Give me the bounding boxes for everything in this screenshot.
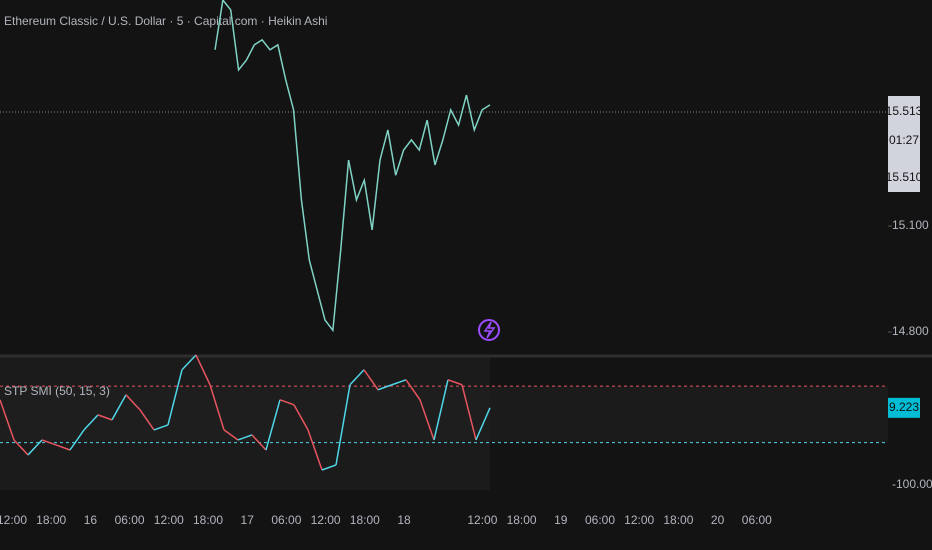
x-tick-label: 17 bbox=[241, 513, 255, 527]
oscillator-segment bbox=[0, 399, 15, 441]
oscillator-segment bbox=[279, 399, 295, 406]
chart-title: Ethereum Classic / U.S. Dollar · 5 · Cap… bbox=[4, 14, 327, 28]
oscillator-segment bbox=[13, 439, 29, 456]
y-tick-label: -100.000 bbox=[892, 477, 932, 491]
icon-bolt bbox=[483, 321, 496, 339]
oscillator-segment bbox=[419, 399, 435, 441]
oscillator-segment bbox=[251, 434, 267, 451]
oscillator-segment bbox=[83, 414, 99, 431]
last-value-box bbox=[888, 397, 920, 418]
x-tick-label: 12:00 bbox=[467, 513, 497, 527]
x-tick-label: 06:00 bbox=[271, 513, 301, 527]
price-label: 15.510 bbox=[886, 170, 923, 184]
x-tick-label: 18:00 bbox=[663, 513, 693, 527]
x-tick-label: 12:00 bbox=[311, 513, 341, 527]
oscillator-segment bbox=[349, 369, 365, 386]
oscillator-segment bbox=[55, 444, 71, 451]
oscillator-segment bbox=[97, 414, 113, 421]
x-tick-label: 18 bbox=[397, 513, 411, 527]
x-tick-label: 12:00 bbox=[624, 513, 654, 527]
oscillator-segment bbox=[181, 354, 197, 371]
price-line-series bbox=[214, 0, 491, 333]
oscillator-segment bbox=[321, 464, 337, 471]
oscillator-segment bbox=[405, 379, 421, 401]
oscillator-segment bbox=[41, 439, 57, 446]
x-tick-label: 18:00 bbox=[507, 513, 537, 527]
x-tick-label: 18:00 bbox=[193, 513, 223, 527]
oscillator-segment bbox=[307, 429, 323, 471]
oscillator-segment bbox=[461, 384, 477, 441]
oscillator-segment bbox=[153, 424, 169, 431]
x-tick-label: 18:00 bbox=[350, 513, 380, 527]
oscillator-segment bbox=[209, 384, 225, 431]
countdown-label: 01:27 bbox=[889, 133, 919, 147]
oscillator-segment bbox=[447, 379, 463, 386]
x-tick-label: 12:00 bbox=[154, 513, 184, 527]
indicator-title: STP SMI (50, 15, 3) bbox=[4, 384, 110, 398]
oscillator-segment bbox=[475, 407, 491, 441]
x-tick-label: 06:00 bbox=[742, 513, 772, 527]
lightning-icon[interactable] bbox=[478, 319, 500, 341]
oscillator-segment bbox=[265, 399, 281, 451]
oscillator-segment bbox=[111, 394, 127, 421]
x-tick-label: 20 bbox=[711, 513, 725, 527]
last-value-label: 9.223 bbox=[889, 400, 919, 414]
oscillator-segment bbox=[433, 379, 449, 441]
oscillator-segment bbox=[377, 384, 393, 391]
y-tick-label: 14.800 bbox=[892, 324, 929, 338]
oscillator-segment bbox=[363, 369, 379, 391]
oscillator-segment bbox=[167, 369, 183, 426]
oscillator-segment bbox=[391, 379, 407, 386]
oscillator-segment bbox=[335, 384, 351, 466]
oscillator-segment bbox=[69, 429, 85, 451]
x-tick-label: 06:00 bbox=[585, 513, 615, 527]
oscillator-segment bbox=[125, 394, 141, 411]
x-tick-label: 12:00 bbox=[0, 513, 27, 527]
y-tick-label: 15.100 bbox=[892, 218, 929, 232]
x-tick-label: 06:00 bbox=[115, 513, 145, 527]
oscillator-segment bbox=[195, 354, 211, 386]
x-tick-label: 19 bbox=[554, 513, 568, 527]
x-tick-label: 18:00 bbox=[36, 513, 66, 527]
price-label-box bbox=[888, 96, 920, 192]
oscillator-segment bbox=[139, 409, 155, 431]
price-label: 15.513 bbox=[886, 104, 923, 118]
oscillator-segment bbox=[293, 404, 309, 431]
x-tick-label: 16 bbox=[84, 513, 98, 527]
oscillator-segment bbox=[223, 429, 239, 441]
oscillator-segment bbox=[237, 434, 253, 441]
icon-ring bbox=[478, 319, 500, 341]
oscillator-segment bbox=[27, 439, 43, 456]
